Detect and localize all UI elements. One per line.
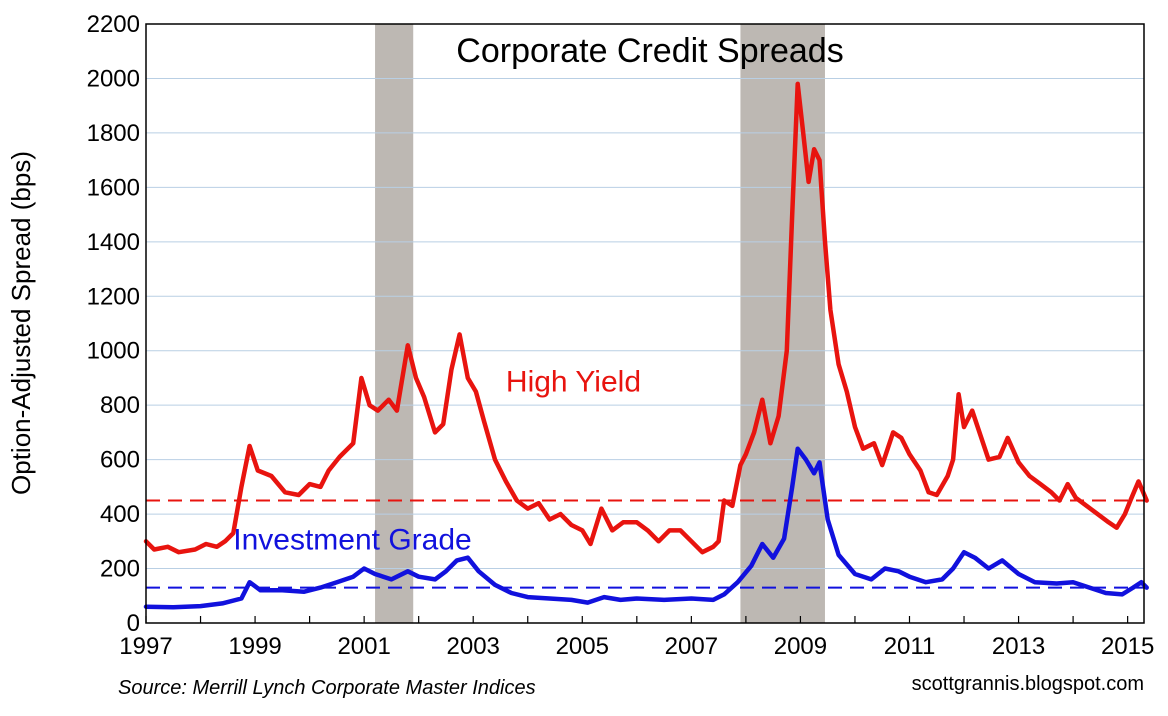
x-tick-label: 2001 <box>337 633 390 660</box>
x-tick-labels: 1997 1999 2001 2003 2005 2007 2009 2011 2013 2015 <box>119 616 1154 660</box>
y-tick-label: 800 <box>100 392 140 419</box>
y-tick-label: 0 <box>127 610 140 637</box>
series-labels: High Yield Investment Grade <box>233 366 641 557</box>
y-tick-label: 1400 <box>87 229 140 256</box>
plot-frame <box>145 23 1145 624</box>
chart-title: Corporate Credit Spreads <box>456 32 843 70</box>
y-tick-label: 1800 <box>87 120 140 147</box>
x-tick-label: 2013 <box>992 633 1045 660</box>
series-lines <box>143 81 1149 610</box>
y-tick-label: 200 <box>100 556 140 583</box>
x-tick-label: 2003 <box>447 633 500 660</box>
y-tick-labels: 0 200 400 600 800 1000 1200 1400 1600 1800 2000 220… <box>87 11 140 637</box>
source-note: Source: Merrill Lynch Corporate Master I… <box>118 677 536 699</box>
y-tick-label: 2200 <box>87 11 140 38</box>
x-tick-label: 1997 <box>119 633 172 660</box>
x-tick-label: 2015 <box>1101 633 1154 660</box>
y-tick-label: 1000 <box>87 338 140 365</box>
y-axis-label: Option-Adjusted Spread (bps) <box>6 151 36 495</box>
series-label-investment-grade: Investment Grade <box>233 523 471 556</box>
recession-band-2 <box>740 24 825 623</box>
series-label-high-yield: High Yield <box>506 366 641 399</box>
series-line-high-yield <box>143 81 1149 555</box>
recession-band-1 <box>375 24 414 623</box>
x-tick-label: 2005 <box>556 633 609 660</box>
y-tick-label: 2000 <box>87 65 140 92</box>
recession-bands <box>375 24 825 623</box>
y-tick-label: 400 <box>100 501 140 528</box>
x-tick-label: 1999 <box>228 633 281 660</box>
y-tick-label: 600 <box>100 447 140 474</box>
series-line-investment-grade <box>143 446 1149 610</box>
gridlines <box>146 77 1144 570</box>
blog-credit: scottgrannis.blogspot.com <box>912 673 1144 695</box>
y-tick-label: 1200 <box>87 283 140 310</box>
x-tick-label: 2007 <box>665 633 718 660</box>
y-tick-label: 1600 <box>87 174 140 201</box>
x-tick-label: 2009 <box>774 633 827 660</box>
x-tick-label: 2011 <box>884 633 936 660</box>
